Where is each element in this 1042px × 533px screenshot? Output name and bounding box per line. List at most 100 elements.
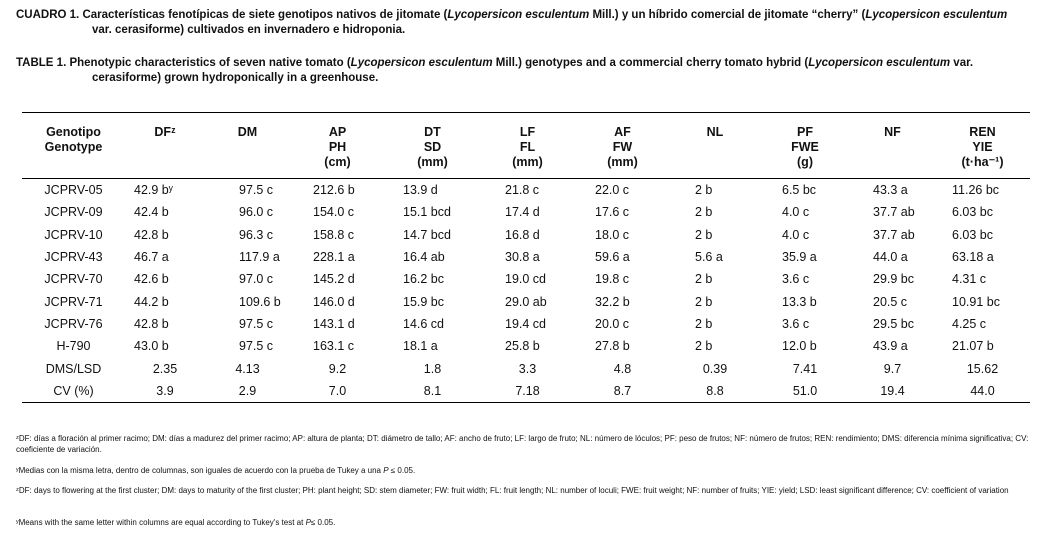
value-cell: 22.0 c (595, 183, 630, 198)
header-line: AP (328, 125, 347, 139)
row-label: JCPRV-71 (44, 294, 103, 309)
value-cell: 16.8 d (505, 227, 540, 242)
value-cell: 15.9 bc (403, 294, 445, 309)
value-cell: 109.6 b (239, 294, 281, 309)
value-cell: 19.0 cd (505, 272, 547, 287)
table-row: JCPRV-09 42.4 b 96.0 c 154.0 c 15.1 bcd 17.4 … (22, 201, 1030, 223)
header-line: REN (969, 125, 996, 139)
text-run: ≤ 0.05. (310, 518, 336, 527)
value-cell: 2 b (695, 294, 713, 309)
value-cell: 11.26 bc (952, 183, 1000, 198)
text-run: ʸMedias con la misma letra, dentro de co… (16, 466, 384, 475)
footnote: ᶻDF: días a floración al primer racimo; … (16, 433, 1031, 455)
value-cell: 42.6 b (134, 272, 169, 287)
value-cell: 21.8 c (505, 183, 540, 198)
italic-text: Lycopersicon esculentum (447, 9, 590, 21)
value-cell: 29.0 ab (505, 294, 547, 309)
value-cell: 17.4 d (505, 205, 540, 220)
value-cell: 4.0 c (782, 227, 810, 242)
value-cell: 44.2 b (134, 294, 169, 309)
header-line: Genotipo (46, 125, 101, 139)
value-cell: 15.1 bcd (403, 205, 451, 220)
value-cell: 30.8 a (505, 250, 540, 265)
value-cell: 117.9 a (239, 250, 280, 265)
text-run: TABLE 1. Phenotypic characteristics of s… (16, 57, 351, 69)
header-line: SD (423, 140, 442, 154)
value-cell: 43.3 a (873, 183, 908, 198)
header-row: Genotipo Genotype DFᶻ DM AP PH (cm) DT SD (mm) LF F… (22, 112, 1030, 179)
row-label: DMS/LSD (45, 361, 102, 376)
header-line: DFᶻ (154, 125, 176, 139)
value-cell: 143.1 d (313, 316, 355, 331)
table-row: JCPRV-76 42.8 b 97.5 c 143.1 d 14.6 cd 19.4 c… (22, 313, 1030, 335)
header-line: (t·ha⁻¹) (961, 155, 1004, 169)
value-cell: 4.8 (613, 361, 632, 376)
header-cell: NF (850, 113, 935, 179)
value-cell: 5.6 a (695, 250, 723, 265)
value-cell: 163.1 c (313, 339, 355, 354)
value-cell: 44.0 (970, 383, 995, 398)
header-cell: Genotipo Genotype (22, 113, 125, 179)
value-cell: 145.2 d (313, 272, 355, 287)
text-run: CUADRO 1. Características fenotípicas de… (16, 9, 448, 21)
header-line: NL (706, 125, 724, 139)
header-line: (mm) (417, 155, 448, 169)
value-cell: 46.7 a (134, 250, 169, 265)
value-cell: 96.0 c (239, 205, 274, 220)
header-cell: NL (670, 113, 760, 179)
caption-en: TABLE 1. Phenotypic characteristics of s… (16, 56, 1026, 86)
row-label: H-790 (56, 339, 91, 354)
value-cell: 97.0 c (239, 272, 274, 287)
value-cell: 18.0 c (595, 227, 630, 242)
header-cell: DFᶻ (125, 113, 205, 179)
value-cell: 14.7 bcd (403, 227, 451, 242)
value-cell: 12.0 b (782, 339, 817, 354)
value-cell: 2 b (695, 205, 713, 220)
table-row: JCPRV-43 46.7 a 117.9 a 228.1 a 16.4 ab 30.8 … (22, 246, 1030, 268)
italic-text: Lycopersicon esculentum (350, 57, 493, 69)
value-cell: 35.9 a (782, 250, 817, 265)
value-cell: 59.6 a (595, 250, 630, 265)
header-cell: AP PH (cm) (290, 113, 385, 179)
value-cell: 212.6 b (313, 183, 355, 198)
value-cell: 29.5 bc (873, 316, 915, 331)
value-cell: 37.7 ab (873, 227, 915, 242)
header-line: FWE (791, 140, 819, 154)
header-line: (cm) (324, 155, 351, 169)
value-cell: 0.39 (702, 361, 728, 376)
value-cell: 32.2 b (595, 294, 630, 309)
header-line: (mm) (607, 155, 638, 169)
value-cell: 8.8 (706, 383, 724, 398)
value-cell: 8.1 (423, 383, 442, 398)
row-label: JCPRV-05 (44, 183, 103, 198)
value-cell: 20.5 c (873, 294, 908, 309)
value-cell: 42.8 b (134, 316, 169, 331)
value-cell: 17.6 c (595, 205, 630, 220)
row-label: JCPRV-76 (44, 316, 103, 331)
text-run: var. cerasiforme) cultivados en invernad… (92, 24, 406, 36)
value-cell: 2 b (695, 316, 713, 331)
header-cell: AF FW (mm) (575, 113, 670, 179)
header-cell: DM (205, 113, 290, 179)
value-cell: 42.4 b (134, 205, 169, 220)
italic-text: Lycopersicon esculentum (865, 9, 1008, 21)
value-cell: 2.9 (238, 383, 257, 398)
value-cell: 2 b (695, 339, 713, 354)
value-cell: 19.4 cd (505, 316, 547, 331)
value-cell: 96.3 c (239, 227, 274, 242)
value-cell: 13.9 d (403, 183, 438, 198)
table-row: CV (%) 3.9 2.9 7.0 8.1 7.18 8.7 8.8 51.0 19.4 44.0 (22, 380, 1030, 403)
text-run: ʸMeans with the same letter within colum… (16, 518, 306, 527)
value-cell: 37.7 ab (873, 205, 915, 220)
value-cell: 25.8 b (505, 339, 540, 354)
footnote: ʸMeans with the same letter within colum… (16, 517, 1031, 528)
italic-text: P (383, 466, 389, 475)
header-line: DT (424, 125, 441, 139)
value-cell: 63.18 a (952, 250, 994, 265)
footnote: ᶻDF: days to flowering at the first clus… (16, 485, 1031, 496)
value-cell: 4.13 (235, 361, 260, 376)
value-cell: 7.18 (515, 383, 540, 398)
header-line: AF (614, 125, 631, 139)
table-row: DMS/LSD 2.35 4.13 9.2 1.8 3.3 4.8 0.39 7.41 9.7 15… (22, 357, 1030, 379)
value-cell: 3.6 c (782, 316, 810, 331)
